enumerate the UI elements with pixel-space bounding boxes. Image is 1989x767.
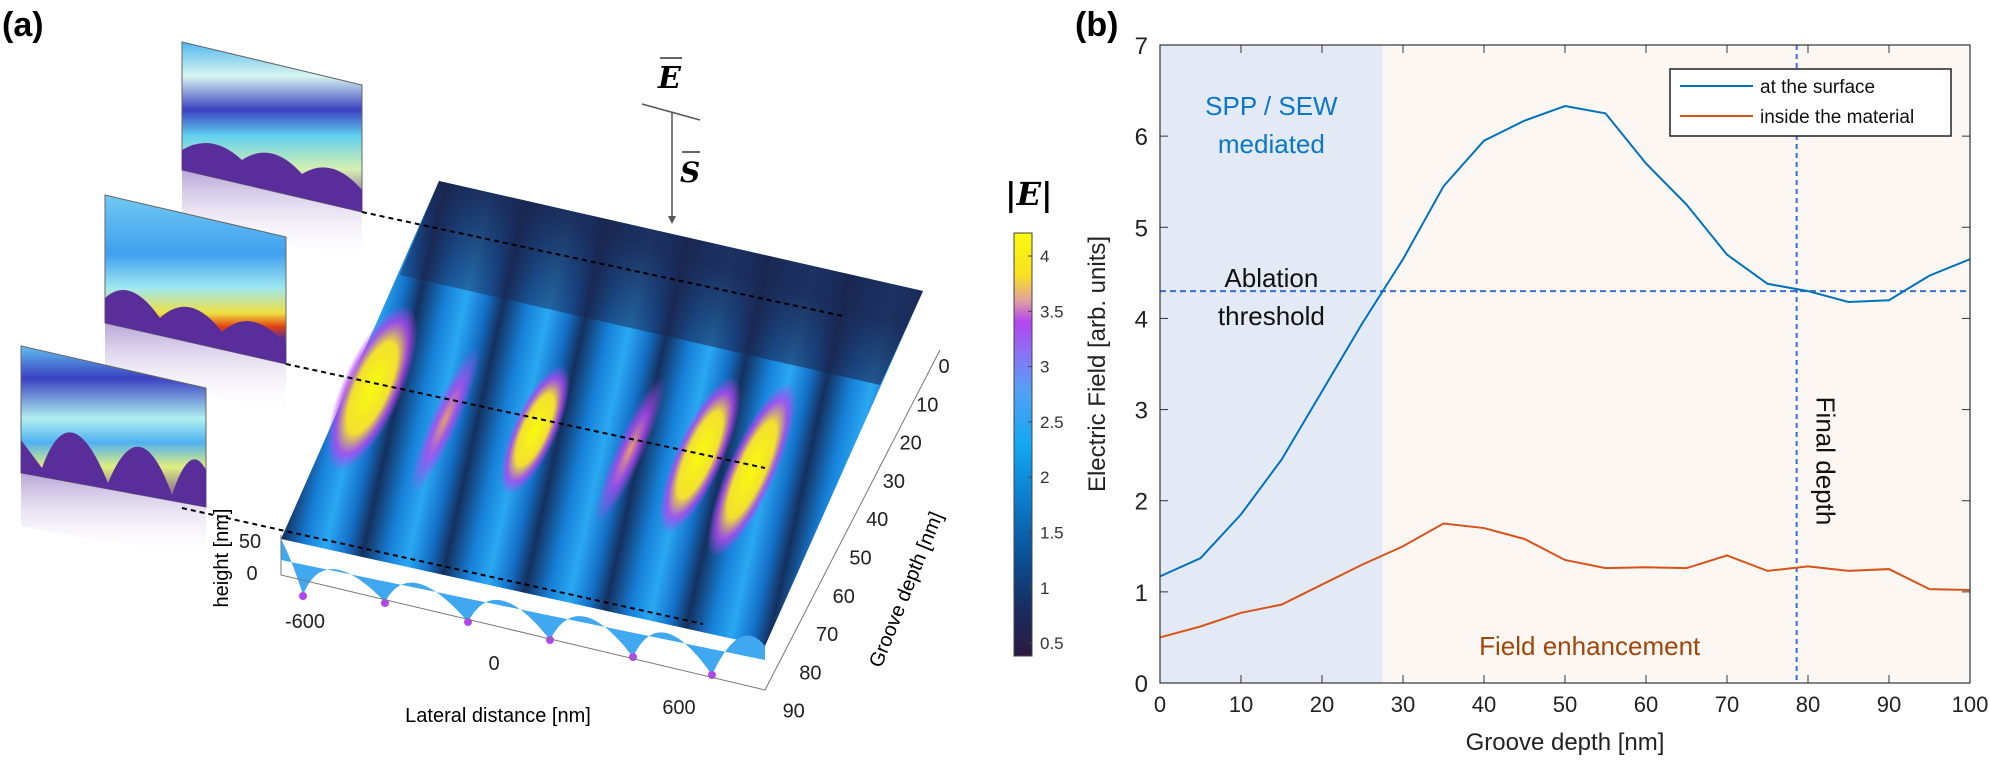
height-tick-label: 50 bbox=[239, 531, 261, 553]
region-label-field-enhancement: Field enhancement bbox=[1479, 631, 1701, 661]
colorbar-tick-label: 3.5 bbox=[1040, 302, 1064, 321]
y-tick-label: 5 bbox=[1135, 215, 1148, 242]
depth-tick-label: 60 bbox=[833, 586, 855, 608]
legend: at the surface inside the material bbox=[1670, 69, 1951, 136]
final-depth-label: Final depth bbox=[1811, 397, 1841, 526]
depth-tick-label: 50 bbox=[849, 548, 871, 570]
depth-tick-label: 70 bbox=[816, 624, 838, 646]
height-label: height [nm] bbox=[211, 509, 233, 608]
lateral-tick-label: 600 bbox=[662, 697, 695, 719]
shaded-region bbox=[1383, 45, 1970, 683]
polarization-indicator: E S bbox=[642, 58, 700, 224]
y-tick-label: 1 bbox=[1135, 580, 1148, 607]
x-tick-label: 100 bbox=[1952, 692, 1989, 717]
depth-tick-label: 10 bbox=[916, 394, 938, 416]
x-tick-label: 80 bbox=[1796, 692, 1820, 717]
lateral-tick-label: -600 bbox=[285, 611, 325, 633]
colorbar-tick-label: 2 bbox=[1040, 468, 1049, 487]
region-label-spp: SPP / SEW bbox=[1205, 91, 1338, 121]
x-tick-label: 70 bbox=[1715, 692, 1739, 717]
x-tick-label: 90 bbox=[1877, 692, 1901, 717]
colorbar-tick-labels: 4 3.5 3 2.5 2 1.5 1 0.5 bbox=[1028, 247, 1064, 653]
lateral-tick-label: 0 bbox=[488, 653, 499, 675]
y-tick-label: 6 bbox=[1135, 124, 1148, 151]
depth-tick-label: 40 bbox=[866, 509, 888, 531]
e-field-arrow-icon bbox=[642, 104, 700, 120]
y-tick-label: 7 bbox=[1135, 33, 1148, 60]
lateral-distance-label: Lateral distance [nm] bbox=[405, 705, 591, 727]
panel-a: (a) bbox=[2, 6, 1064, 727]
panel-label-a: (a) bbox=[2, 6, 44, 44]
legend-entry: at the surface bbox=[1760, 77, 1875, 98]
x-axis-label: Groove depth [nm] bbox=[1466, 729, 1665, 756]
colorbar-tick-label: 0.5 bbox=[1040, 634, 1064, 653]
y-tick-label: 2 bbox=[1135, 489, 1148, 516]
colorbar: |E| 4 3.5 3 2.5 2 1.5 1 0.5 bbox=[1005, 175, 1064, 656]
colorbar-tick-label: 3 bbox=[1040, 358, 1049, 377]
depth-tick-label: 90 bbox=[783, 701, 805, 723]
s-vector-label: S bbox=[680, 156, 700, 189]
e-vector-label: E bbox=[657, 61, 682, 96]
colorbar-title: |E| bbox=[1005, 175, 1053, 213]
threshold-label: Ablation bbox=[1224, 263, 1318, 293]
field-surface-3d bbox=[281, 181, 923, 679]
region-label-spp: mediated bbox=[1218, 129, 1325, 159]
x-tick-label: 0 bbox=[1154, 692, 1166, 717]
y-axis-label: Electric Field [arb. units] bbox=[1084, 236, 1111, 492]
colorbar-gradient bbox=[1014, 233, 1032, 656]
x-tick-label: 30 bbox=[1391, 692, 1415, 717]
x-tick-label: 10 bbox=[1229, 692, 1253, 717]
height-tick-label: 0 bbox=[246, 563, 257, 585]
x-tick-label: 40 bbox=[1472, 692, 1496, 717]
colorbar-tick-label: 2.5 bbox=[1040, 413, 1064, 432]
colorbar-tick-label: 4 bbox=[1040, 247, 1049, 266]
x-tick-label: 60 bbox=[1634, 692, 1658, 717]
legend-entry: inside the material bbox=[1760, 107, 1914, 128]
arrowhead-icon bbox=[668, 216, 676, 224]
panel-label-b: (b) bbox=[1075, 6, 1118, 44]
threshold-label: threshold bbox=[1218, 301, 1325, 331]
depth-tick-label: 20 bbox=[899, 433, 921, 455]
groove-depth-label: Groove depth [nm] bbox=[865, 509, 947, 671]
depth-tick-label: 80 bbox=[799, 662, 821, 684]
depth-tick-label: 30 bbox=[883, 471, 905, 493]
colorbar-tick-label: 1.5 bbox=[1040, 524, 1064, 543]
panel-b: (b) SPP / SEW mediated Field enhancement Ab… bbox=[1075, 6, 1988, 756]
colorbar-tick-label: 1 bbox=[1040, 579, 1049, 598]
y-tick-label: 4 bbox=[1135, 306, 1148, 333]
y-tick-label: 0 bbox=[1135, 671, 1148, 698]
x-tick-label: 50 bbox=[1553, 692, 1577, 717]
depth-tick-label: 0 bbox=[938, 356, 949, 378]
x-tick-label: 20 bbox=[1310, 692, 1334, 717]
y-tick-label: 3 bbox=[1135, 398, 1148, 425]
